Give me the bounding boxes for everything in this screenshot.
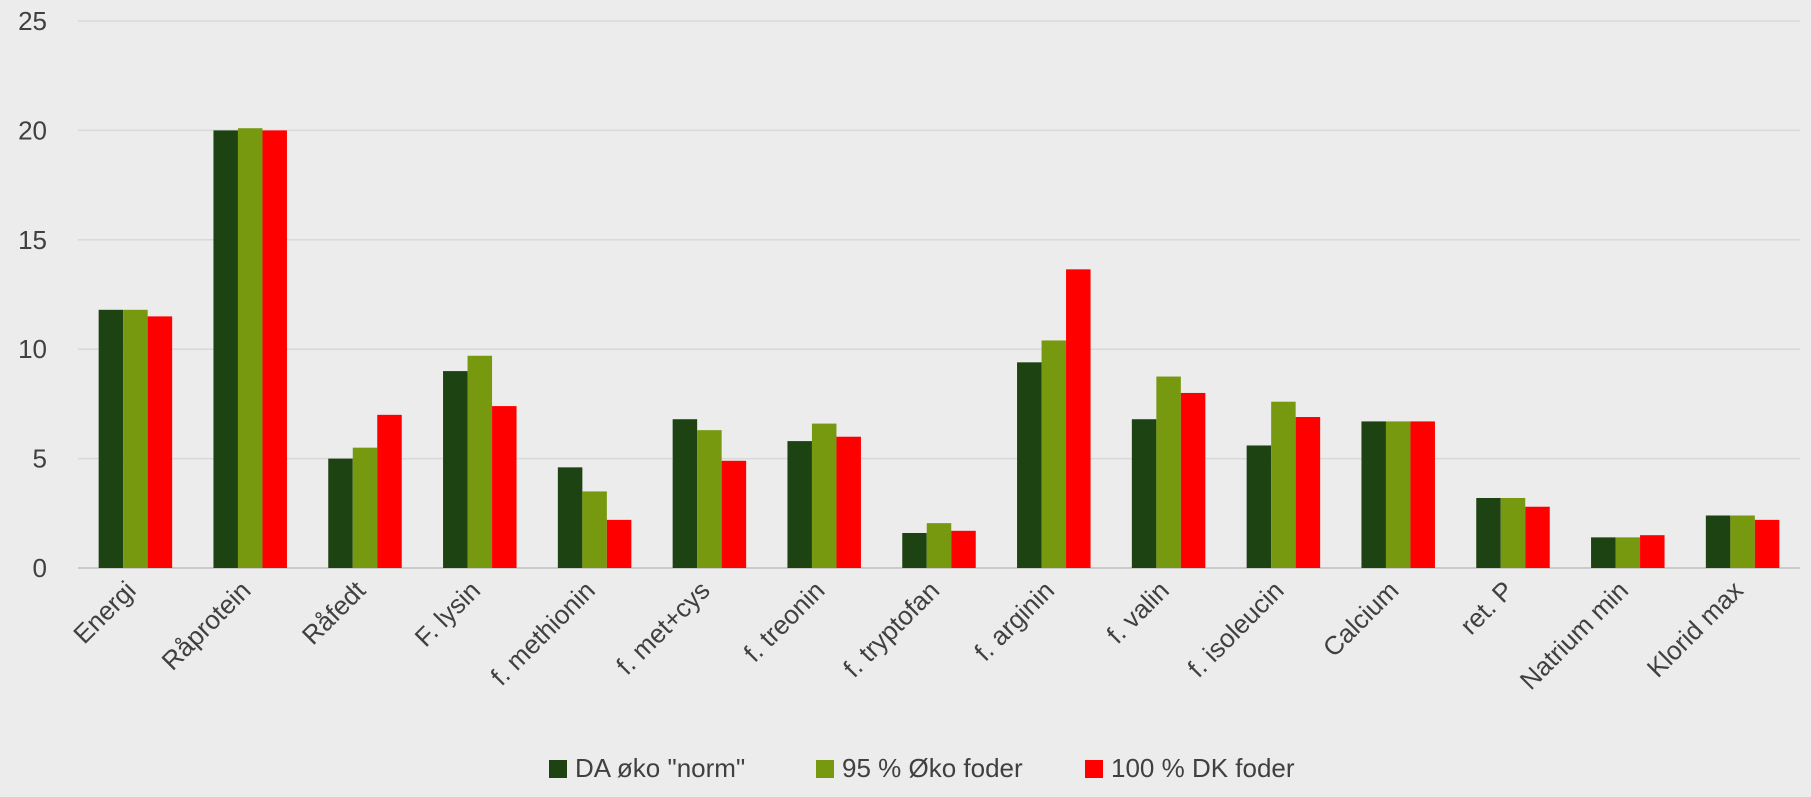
bar <box>1041 340 1067 568</box>
y-tick-label: 0 <box>33 553 47 583</box>
bar <box>1385 421 1411 568</box>
bar <box>492 406 517 568</box>
bar <box>582 491 607 568</box>
bar <box>1615 537 1641 568</box>
bar <box>1476 497 1501 568</box>
bar <box>672 419 698 568</box>
bar <box>467 355 493 568</box>
legend-label: DA øko "norm" <box>575 753 745 783</box>
bar <box>1730 515 1755 568</box>
legend-label: 95 % Øko foder <box>842 753 1023 783</box>
bar <box>787 441 812 568</box>
x-tick-label: f. methionin <box>485 575 601 691</box>
bar <box>902 532 927 568</box>
legend-swatch <box>549 760 567 778</box>
bar <box>1410 421 1435 568</box>
bar <box>1361 421 1386 568</box>
x-tick-label: Energi <box>67 575 141 649</box>
bar <box>443 371 468 568</box>
legend-label: 100 % DK foder <box>1111 753 1295 783</box>
bar <box>1640 535 1665 568</box>
legend-swatch <box>816 760 834 778</box>
bar <box>1271 401 1296 568</box>
bar <box>606 519 632 568</box>
x-tick-label: f. tryptofan <box>837 575 945 683</box>
x-tick-label: f. valin <box>1100 575 1174 649</box>
bar <box>1156 376 1181 568</box>
x-tick-label: Klorid max <box>1641 575 1749 683</box>
bar <box>237 128 263 568</box>
bar <box>1246 445 1272 568</box>
bar <box>147 316 173 568</box>
bar <box>836 436 861 568</box>
x-tick-label: Råfedt <box>296 574 372 650</box>
bar <box>1131 419 1157 568</box>
x-tick-label: f. treonin <box>738 575 831 668</box>
bar <box>1754 519 1780 568</box>
y-tick-label: 15 <box>18 225 47 255</box>
x-tick-label: f. isoleucin <box>1182 575 1290 683</box>
x-tick-label: f. met+cys <box>610 575 716 681</box>
bars <box>98 128 1780 568</box>
y-tick-label: 5 <box>33 444 47 474</box>
y-tick-label: 25 <box>18 6 47 36</box>
bar <box>926 523 952 568</box>
bar <box>1017 362 1042 568</box>
bar <box>328 458 353 568</box>
bar <box>811 423 837 568</box>
bar <box>1066 269 1091 568</box>
legend: DA øko "norm" 95 % Øko foder 100 % DK fode… <box>549 753 1295 783</box>
bar <box>951 530 976 568</box>
bar <box>1525 506 1550 568</box>
bar <box>352 447 378 568</box>
bar <box>1295 417 1321 568</box>
y-tick-label: 20 <box>18 115 47 145</box>
x-tick-label: Råprotein <box>156 575 257 676</box>
bar <box>721 460 747 568</box>
x-tick-label: f. arginin <box>968 575 1060 667</box>
y-tick-label: 10 <box>18 334 47 364</box>
bar <box>123 309 148 568</box>
y-axis: 0 5 10 15 20 25 <box>18 6 47 583</box>
bar <box>1705 515 1731 568</box>
bar <box>1591 537 1616 568</box>
x-tick-label: F. lysin <box>409 575 486 652</box>
bar <box>377 414 402 568</box>
bar <box>262 130 287 568</box>
bar <box>697 430 722 568</box>
x-tick-label: Natrium min <box>1514 575 1634 695</box>
x-tick-label: Calcium <box>1317 575 1405 663</box>
bar <box>557 467 583 568</box>
bar <box>213 130 238 568</box>
legend-swatch <box>1085 760 1103 778</box>
bar <box>1180 392 1206 568</box>
x-tick-label: ret. P <box>1454 575 1519 640</box>
bar <box>98 309 124 568</box>
bar <box>1500 497 1526 568</box>
